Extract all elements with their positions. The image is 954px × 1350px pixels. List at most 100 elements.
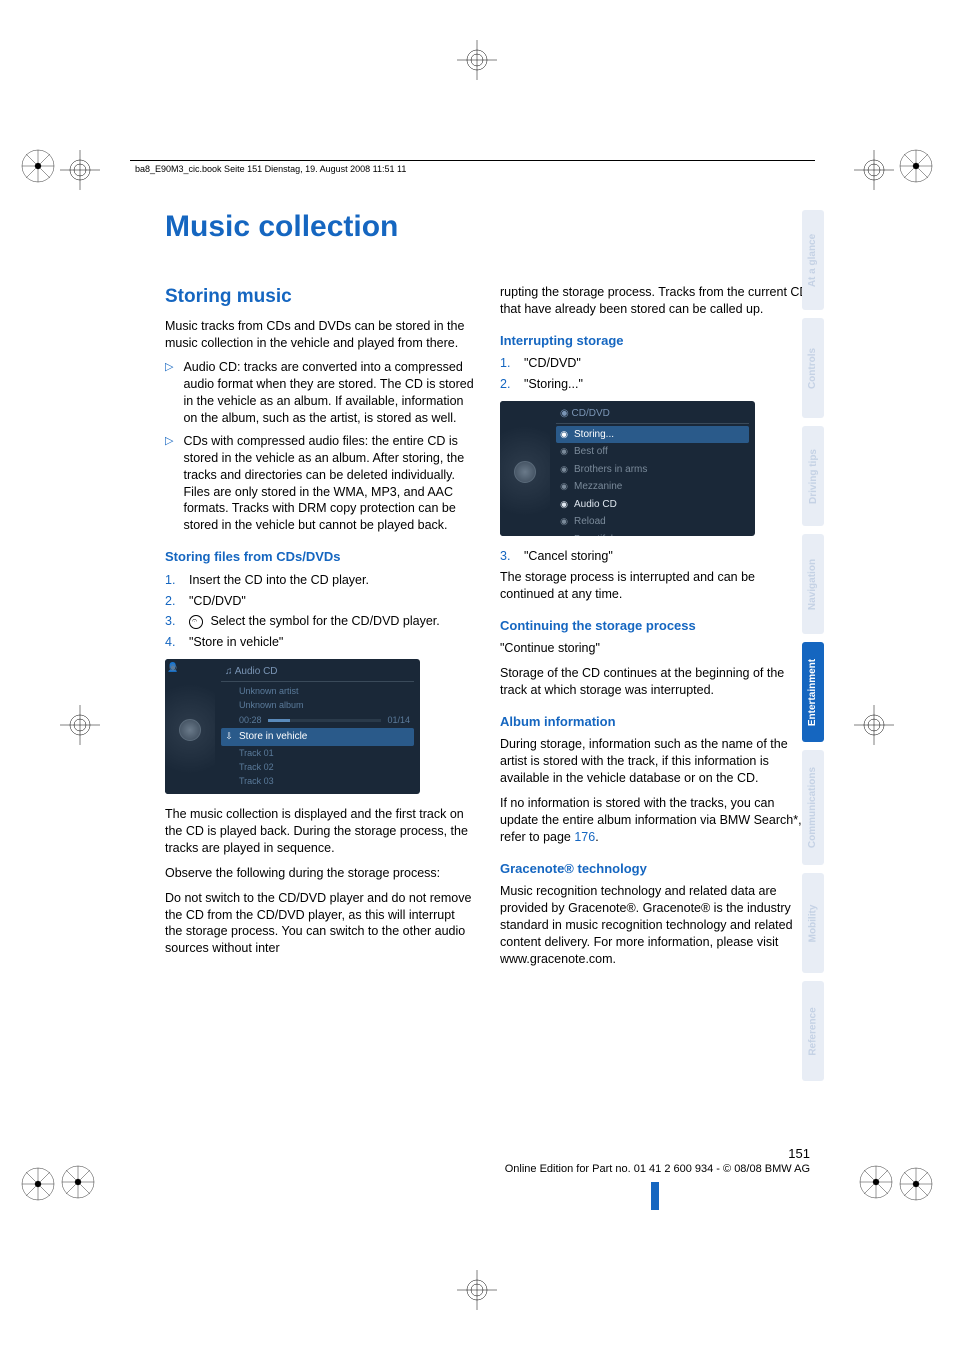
idrive-controller-graphic xyxy=(500,401,550,536)
paragraph: The music collection is displayed and th… xyxy=(165,806,475,857)
paragraph: The storage process is interrupted and c… xyxy=(500,569,810,603)
idrive-controller-graphic xyxy=(165,659,215,794)
disc-icon: ◉ xyxy=(558,428,570,440)
idrive-screenshot: ◉ CD/DVD ◉Storing... ◉Best off ◉Brothers… xyxy=(500,401,755,536)
step-number: 4. xyxy=(165,634,189,651)
step-text: "Storing..." xyxy=(524,376,583,393)
screen-row: ◉Beautiful xyxy=(556,531,749,537)
sidebar-tab[interactable]: Controls xyxy=(802,318,824,418)
step-text: "CD/DVD" xyxy=(524,355,581,372)
screen-row: Track 01 xyxy=(221,746,414,760)
page-link[interactable]: 176 xyxy=(574,830,595,844)
sidebar-tab[interactable]: Communications xyxy=(802,750,824,865)
footer-accent-bar xyxy=(651,1182,659,1210)
column-left: Storing music Music tracks from CDs and … xyxy=(165,284,475,976)
idrive-screen: ◉ CD/DVD ◉Storing... ◉Best off ◉Brothers… xyxy=(550,401,755,536)
registration-mark-icon xyxy=(60,150,100,190)
store-icon: ⇩ xyxy=(223,730,235,742)
header-rule xyxy=(130,160,815,161)
edition-text: Online Edition for Part no. 01 41 2 600 … xyxy=(165,1163,810,1175)
radial-mark-icon xyxy=(60,1164,96,1200)
disc-icon: ◉ xyxy=(558,445,570,457)
step-text: "Store in vehicle" xyxy=(189,634,283,651)
paragraph: If no information is stored with the tra… xyxy=(500,795,810,846)
screen-row: ◉Reload xyxy=(556,513,749,531)
step-text: "Cancel storing" xyxy=(524,548,613,565)
idrive-knob-icon xyxy=(179,719,201,741)
screen-row: ◉Unknown album xyxy=(221,698,414,712)
screen-row-highlighted: ◉Storing... xyxy=(556,426,749,444)
idrive-screen: ♫ Audio CD 👤Unknown artist ◉Unknown albu… xyxy=(215,659,420,794)
screen-row: Track 02 xyxy=(221,760,414,774)
disc-icon xyxy=(189,615,203,629)
footer: 151 Online Edition for Part no. 01 41 2 … xyxy=(165,1146,810,1175)
step-text: Insert the CD into the CD player. xyxy=(189,572,369,589)
columns: Storing music Music tracks from CDs and … xyxy=(165,284,810,976)
paragraph: Storage of the CD continues at the begin… xyxy=(500,665,810,699)
numbered-step: 2. "Storing..." xyxy=(500,376,810,393)
step-text: "CD/DVD" xyxy=(189,593,246,610)
subsection-heading: Storing files from CDs/DVDs xyxy=(165,548,475,566)
paragraph: During storage, information such as the … xyxy=(500,736,810,787)
screen-row: 👤Unknown artist xyxy=(221,684,414,698)
disc-icon: ◉ xyxy=(558,498,570,510)
radial-mark-icon xyxy=(858,1164,894,1200)
bullet-text: Audio CD: tracks are converted into a co… xyxy=(183,359,475,427)
page-title: Music collection xyxy=(165,210,810,244)
numbered-step: 3. Select the symbol for the CD/DVD play… xyxy=(165,613,475,630)
idrive-knob-icon xyxy=(514,461,536,483)
subsection-heading: Gracenote® technology xyxy=(500,860,810,878)
sidebar-tab[interactable]: At a glance xyxy=(802,210,824,310)
bullet-text: CDs with compressed audio files: the ent… xyxy=(183,433,475,534)
page-number: 151 xyxy=(165,1146,810,1161)
step-number: 1. xyxy=(500,355,524,372)
registration-mark-icon xyxy=(60,705,100,745)
radial-mark-icon xyxy=(898,148,934,184)
radial-mark-icon xyxy=(20,148,56,184)
screen-progress: 00:2801/14 xyxy=(221,712,414,728)
sidebar-tab-active[interactable]: Entertainment xyxy=(802,642,824,742)
step-number: 2. xyxy=(165,593,189,610)
screen-row: ◉Audio CD xyxy=(556,496,749,514)
paragraph: Music recognition technology and related… xyxy=(500,883,810,967)
paragraph: "Continue storing" xyxy=(500,640,810,657)
sidebar-tab[interactable]: Reference xyxy=(802,981,824,1081)
triangle-bullet-icon: ▷ xyxy=(165,359,173,427)
registration-mark-icon xyxy=(457,1270,497,1310)
step-number: 1. xyxy=(165,572,189,589)
registration-mark-icon xyxy=(854,150,894,190)
bullet-item: ▷ Audio CD: tracks are converted into a … xyxy=(165,359,475,427)
album-icon: ◉ xyxy=(167,661,179,673)
step-number: 3. xyxy=(165,613,189,630)
triangle-bullet-icon: ▷ xyxy=(165,433,173,534)
idrive-screenshot: ♫ Audio CD 👤Unknown artist ◉Unknown albu… xyxy=(165,659,420,794)
registration-mark-icon xyxy=(457,40,497,80)
numbered-step: 1. Insert the CD into the CD player. xyxy=(165,572,475,589)
progress-bar xyxy=(268,719,382,722)
bullet-item: ▷ CDs with compressed audio files: the e… xyxy=(165,433,475,534)
numbered-step: 4. "Store in vehicle" xyxy=(165,634,475,651)
screen-title: ◉ CD/DVD xyxy=(556,405,749,424)
screen-row: ◉Best off xyxy=(556,443,749,461)
sidebar-tab[interactable]: Navigation xyxy=(802,534,824,634)
column-right: rupting the storage process. Tracks from… xyxy=(500,284,810,976)
disc-icon: ◉ xyxy=(558,463,570,475)
paragraph: Do not switch to the CD/DVD player and d… xyxy=(165,890,475,958)
subsection-heading: Album information xyxy=(500,713,810,731)
step-number: 2. xyxy=(500,376,524,393)
sidebar-tab[interactable]: Mobility xyxy=(802,873,824,973)
radial-mark-icon xyxy=(20,1166,56,1202)
disc-icon: ◉ xyxy=(558,533,570,537)
numbered-step: 2. "CD/DVD" xyxy=(165,593,475,610)
subsection-heading: Continuing the storage process xyxy=(500,617,810,635)
numbered-step: 1. "CD/DVD" xyxy=(500,355,810,372)
screen-row: ◉Mezzanine xyxy=(556,478,749,496)
screen-row: Track 03 xyxy=(221,774,414,788)
section-heading: Storing music xyxy=(165,284,475,310)
step-text: Select the symbol for the CD/DVD player. xyxy=(189,613,440,630)
sidebar-tabs: At a glance Controls Driving tips Naviga… xyxy=(802,210,824,1081)
sidebar-tab[interactable]: Driving tips xyxy=(802,426,824,526)
paragraph: Observe the following during the storage… xyxy=(165,865,475,882)
header-text: ba8_E90M3_cic.book Seite 151 Dienstag, 1… xyxy=(135,164,406,174)
subsection-heading: Interrupting storage xyxy=(500,332,810,350)
